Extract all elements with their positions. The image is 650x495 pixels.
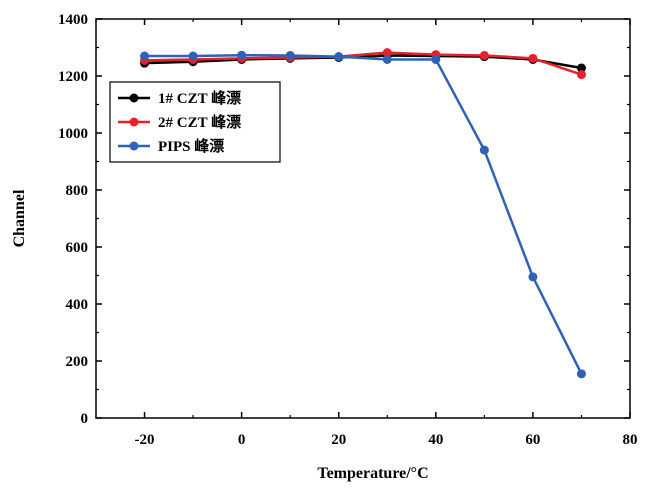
- y-axis-label: Channel: [11, 189, 28, 247]
- x-tick-label: 20: [331, 432, 346, 448]
- data-point: [576, 369, 586, 379]
- x-tick-label: 40: [428, 432, 443, 448]
- legend-marker: [129, 141, 139, 151]
- y-tick-label: 0: [81, 411, 89, 427]
- y-tick-label: 200: [66, 354, 89, 370]
- data-point: [528, 53, 538, 63]
- series-line: [144, 53, 583, 375]
- data-point: [285, 50, 295, 60]
- data-point: [237, 50, 247, 60]
- series-2: [140, 48, 586, 80]
- x-tick-label: 80: [623, 432, 638, 448]
- data-point: [382, 48, 392, 58]
- series-3: [140, 50, 586, 379]
- data-point: [431, 54, 441, 64]
- x-tick-label: -20: [135, 432, 155, 448]
- legend-label: 2# CZT 峰漂: [158, 113, 241, 131]
- legend-label: 1# CZT 峰漂: [158, 89, 241, 107]
- legend-marker: [129, 117, 139, 127]
- y-tick-label: 400: [66, 297, 89, 313]
- axes: -20 0 20 40 60 800200400600800100012001400Tem…: [11, 12, 638, 482]
- y-tick-label: 1200: [58, 69, 88, 85]
- y-tick-label: 600: [66, 240, 89, 256]
- data-point: [576, 70, 586, 80]
- data-point: [382, 54, 392, 64]
- y-tick-label: 1400: [58, 12, 88, 28]
- series-line: [144, 51, 582, 76]
- y-tick-label: 800: [66, 183, 89, 199]
- data-point: [576, 63, 586, 73]
- plot-frame: [95, 18, 631, 419]
- x-tick-label: 60: [525, 432, 540, 448]
- data-point: [479, 50, 489, 60]
- data-point: [528, 272, 538, 282]
- data-point: [479, 145, 489, 155]
- legend-marker: [129, 93, 139, 103]
- legend: 1# CZT 峰漂 2# CZT 峰漂 PIPS 峰漂: [109, 81, 281, 163]
- series-layer: [140, 48, 586, 379]
- x-tick-label: 0: [238, 432, 246, 448]
- data-point: [188, 51, 198, 61]
- y-tick-label: 1000: [58, 126, 88, 142]
- data-point: [140, 51, 150, 61]
- legend-label: PIPS 峰漂: [158, 137, 224, 155]
- x-axis-label: Temperature/°C: [317, 465, 428, 482]
- data-point: [334, 52, 344, 62]
